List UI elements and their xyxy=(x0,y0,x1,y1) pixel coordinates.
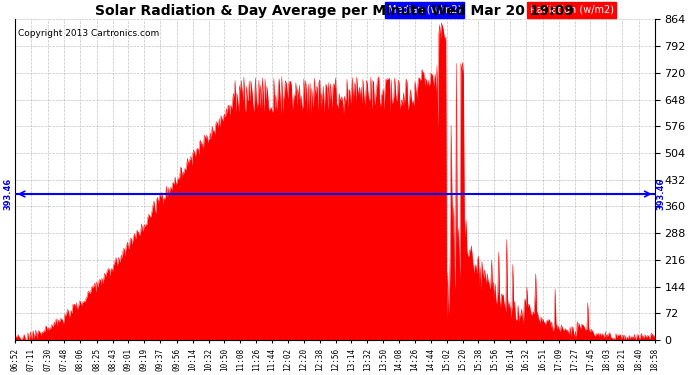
Text: Median (w/m2): Median (w/m2) xyxy=(388,5,461,15)
Title: Solar Radiation & Day Average per Minute Wed Mar 20 19:09: Solar Radiation & Day Average per Minute… xyxy=(95,4,574,18)
Text: Copyright 2013 Cartronics.com: Copyright 2013 Cartronics.com xyxy=(18,29,159,38)
Text: 393.46: 393.46 xyxy=(656,178,665,210)
Text: 393.46: 393.46 xyxy=(4,178,13,210)
Text: Radiation (w/m2): Radiation (w/m2) xyxy=(529,5,613,15)
